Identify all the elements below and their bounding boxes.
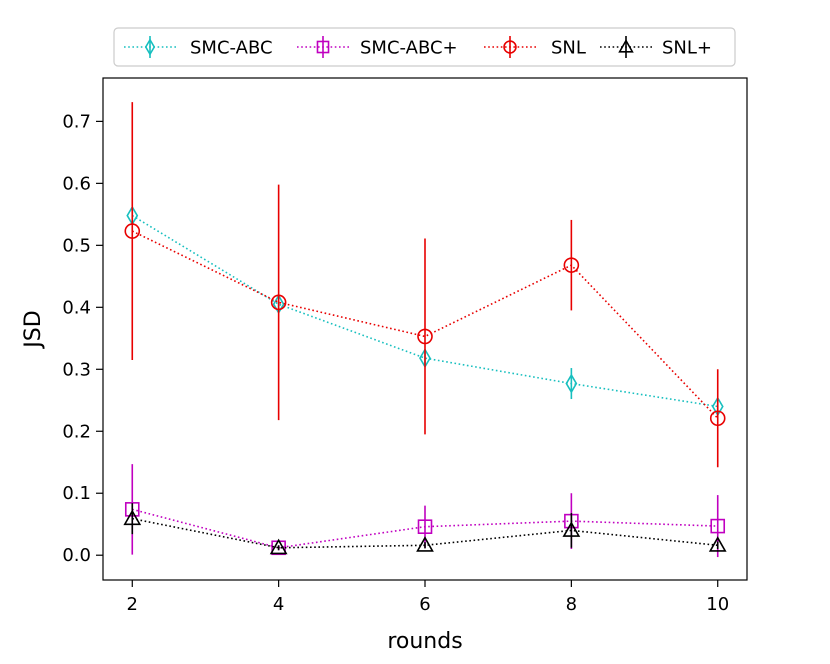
series-line	[132, 508, 718, 549]
y-tick-label: 0.3	[62, 359, 91, 380]
data-point	[563, 257, 580, 273]
legend-entry-snl-plus: SNL+	[600, 36, 712, 59]
y-axis: 0.0 0.1 0.2 0.3 0.4 0.5 0.6 0.7	[62, 111, 103, 566]
x-axis-label: rounds	[387, 629, 462, 654]
legend-marker	[144, 38, 156, 56]
x-tick-label: 6	[419, 594, 430, 615]
series-line	[131, 214, 718, 408]
legend-entry-smc-abc-plus: SMC-ABC+	[297, 36, 458, 59]
data-point	[562, 521, 581, 537]
legend-marker	[503, 40, 517, 54]
x-axis: 2 4 6 8 10	[127, 580, 729, 615]
legend-entry-snl: SNL	[484, 36, 586, 59]
series-snl	[124, 102, 726, 468]
x-tick-label: 2	[127, 594, 138, 615]
data-point	[417, 519, 433, 535]
data-point	[416, 536, 434, 552]
series-layer	[123, 102, 727, 558]
x-tick-label: 4	[273, 594, 284, 615]
data-point	[270, 294, 287, 311]
data-point	[710, 518, 726, 534]
data-point	[565, 373, 578, 394]
data-point	[124, 223, 141, 239]
y-tick-label: 0.2	[62, 421, 91, 442]
legend-label: SMC-ABC+	[360, 38, 458, 59]
legend-label: SNL+	[662, 38, 712, 59]
y-tick-label: 0.4	[62, 297, 91, 318]
legend: SMC-ABC SMC-ABC+ SNL SNL+	[113, 27, 736, 67]
legend-marker	[618, 39, 634, 53]
data-point	[708, 536, 727, 552]
data-point	[709, 410, 726, 427]
legend-label: SNL	[551, 38, 586, 59]
y-tick-label: 0.6	[62, 173, 91, 194]
x-tick-label: 10	[706, 594, 729, 615]
series-line	[132, 517, 718, 549]
y-tick-label: 0.1	[62, 483, 91, 504]
legend-marker	[316, 40, 330, 54]
y-tick-label: 0.7	[62, 111, 91, 132]
series-line	[131, 230, 719, 419]
y-tick-label: 0.0	[62, 545, 91, 566]
legend-label: SMC-ABC	[190, 38, 273, 59]
data-point	[123, 509, 142, 526]
plot-area	[102, 77, 748, 581]
series-snl-plus	[123, 503, 727, 555]
y-axis-label: JSD	[21, 310, 46, 349]
legend-entry-smc-abc: SMC-ABC	[124, 36, 273, 59]
legend-box	[113, 27, 736, 67]
data-point	[417, 328, 433, 345]
x-tick-label: 8	[566, 594, 577, 615]
y-tick-label: 0.5	[62, 235, 91, 256]
data-point	[269, 538, 288, 555]
